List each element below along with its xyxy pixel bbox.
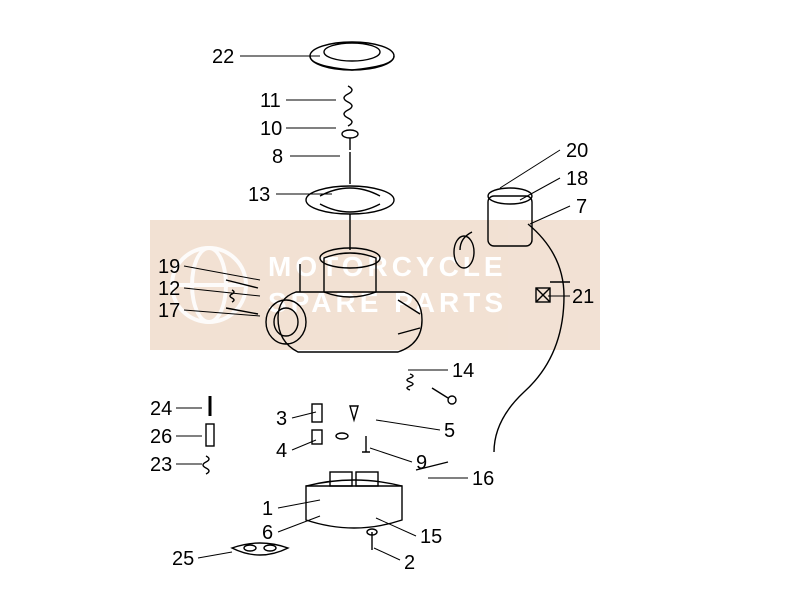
callout-number: 13 [248, 184, 270, 207]
callout-number: 22 [212, 46, 234, 69]
diagram-canvas: MOTORCYCLE SPARE PARTS [0, 0, 800, 600]
callout-number: 19 [158, 256, 180, 279]
callout-number: 7 [576, 196, 587, 219]
callout-number: 12 [158, 278, 180, 301]
callout-number: 26 [150, 426, 172, 449]
callout-number: 3 [276, 408, 287, 431]
callout-number: 6 [262, 522, 273, 545]
callout-number: 16 [472, 468, 494, 491]
callout-number: 14 [452, 360, 474, 383]
callout-number: 8 [272, 146, 283, 169]
callout-number: 11 [260, 90, 281, 113]
callout-number: 15 [420, 526, 442, 549]
callout-number: 5 [444, 420, 455, 443]
callout-number: 10 [260, 118, 282, 141]
callout-number: 9 [416, 452, 427, 475]
leader-lines [0, 0, 800, 600]
callout-number: 21 [572, 286, 594, 309]
callout-number: 2 [404, 552, 415, 575]
callout-number: 1 [262, 498, 273, 521]
callout-number: 23 [150, 454, 172, 477]
callout-number: 18 [566, 168, 588, 191]
callout-number: 4 [276, 440, 287, 463]
callout-number: 24 [150, 398, 172, 421]
callout-number: 17 [158, 300, 180, 323]
callout-number: 25 [172, 548, 194, 571]
callout-number: 20 [566, 140, 588, 163]
